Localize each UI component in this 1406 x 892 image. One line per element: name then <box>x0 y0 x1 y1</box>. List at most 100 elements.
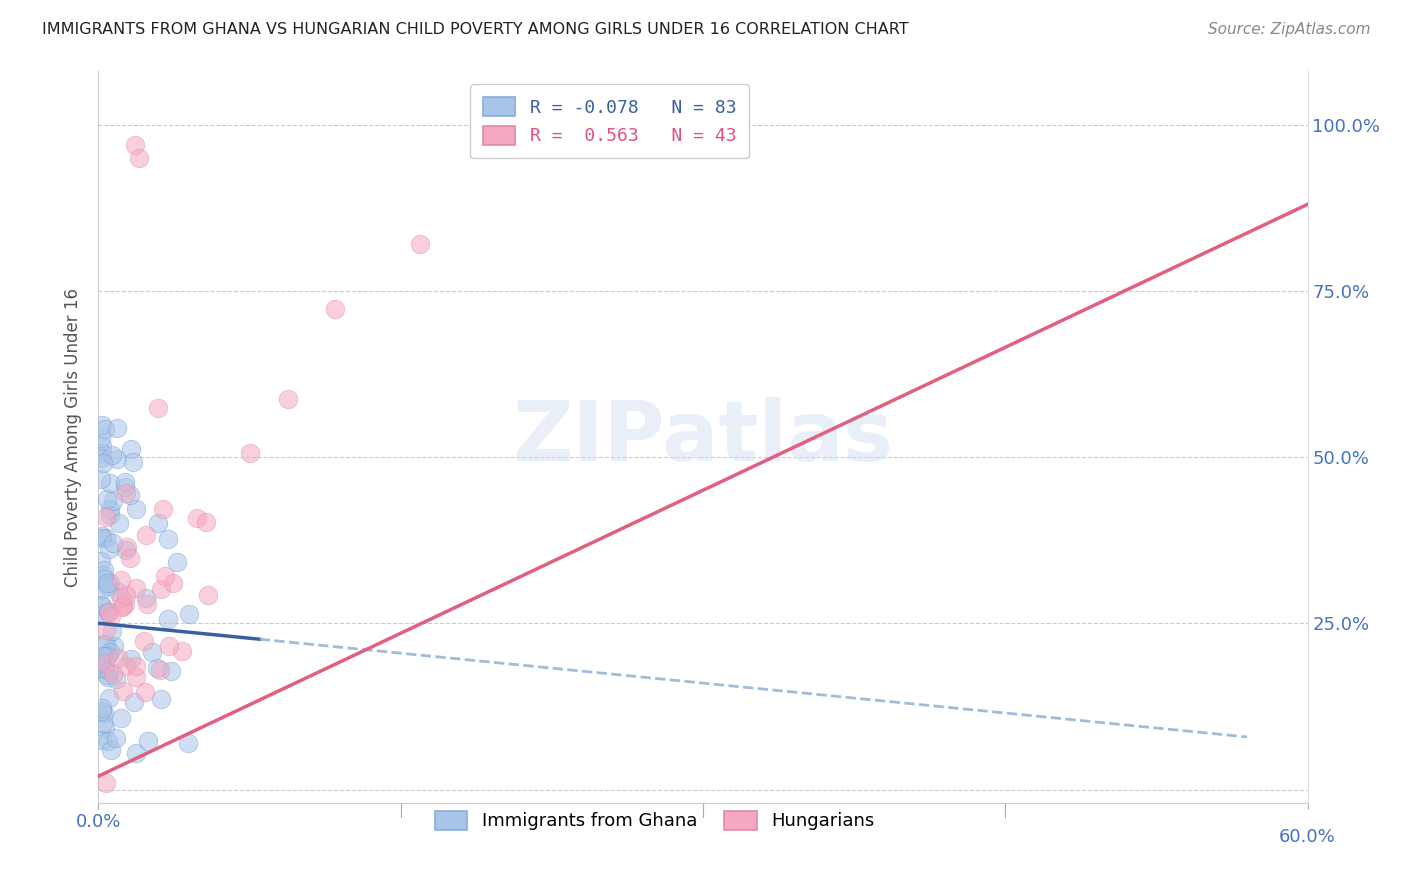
Point <box>132 634 155 648</box>
Point <box>103 667 125 681</box>
Point <box>98 541 121 556</box>
Point <box>125 746 148 760</box>
Point <box>91 446 114 460</box>
Point <box>239 446 262 460</box>
Point <box>98 575 121 590</box>
Point <box>94 422 117 436</box>
Point <box>124 137 146 152</box>
Point <box>97 605 120 619</box>
Point <box>177 736 200 750</box>
Point <box>101 448 124 462</box>
Point <box>120 488 142 502</box>
Point <box>124 581 146 595</box>
Point <box>125 659 148 673</box>
Point <box>156 533 179 547</box>
Point <box>114 597 136 611</box>
Point <box>94 722 117 736</box>
Point <box>93 572 115 586</box>
Point <box>91 701 114 715</box>
Point <box>141 645 163 659</box>
Point <box>135 597 157 611</box>
Point <box>93 706 115 720</box>
Point <box>96 576 118 591</box>
Text: ZIPatlas: ZIPatlas <box>513 397 893 477</box>
Point <box>166 556 188 570</box>
Point <box>111 599 134 613</box>
Point <box>91 732 114 747</box>
Point <box>105 451 128 466</box>
Point <box>125 501 148 516</box>
Point <box>94 510 117 524</box>
Point <box>152 502 174 516</box>
Point <box>100 743 122 757</box>
Point <box>98 691 121 706</box>
Point <box>114 486 136 500</box>
Point <box>91 661 114 675</box>
Point <box>91 529 114 543</box>
Point <box>128 151 150 165</box>
Point <box>97 605 120 619</box>
Point <box>100 624 122 638</box>
Point <box>94 606 117 620</box>
Point <box>146 516 169 531</box>
Point <box>146 661 169 675</box>
Point <box>195 515 218 529</box>
Point <box>94 776 117 790</box>
Point <box>111 683 134 698</box>
Point <box>91 531 114 545</box>
Point <box>120 652 142 666</box>
Point <box>90 704 112 718</box>
Point <box>91 715 114 730</box>
Point <box>91 417 114 432</box>
Point <box>409 237 432 252</box>
Point <box>91 567 114 582</box>
Text: Source: ZipAtlas.com: Source: ZipAtlas.com <box>1208 22 1371 37</box>
Point <box>110 711 132 725</box>
Point <box>94 656 117 670</box>
Point <box>98 645 121 659</box>
Point <box>172 644 194 658</box>
Point <box>97 733 120 747</box>
Point <box>122 455 145 469</box>
Point <box>93 659 115 673</box>
Legend: Immigrants from Ghana, Hungarians: Immigrants from Ghana, Hungarians <box>427 804 882 838</box>
Point <box>96 637 118 651</box>
Point <box>107 421 129 435</box>
Point <box>157 612 180 626</box>
Point <box>124 695 146 709</box>
Point <box>90 657 112 671</box>
Point <box>150 692 173 706</box>
Point <box>97 670 120 684</box>
Point <box>93 563 115 577</box>
Point <box>100 608 122 623</box>
Point <box>94 532 117 546</box>
Point <box>90 583 112 598</box>
Point <box>94 624 117 638</box>
Point <box>135 591 157 605</box>
Point <box>136 734 159 748</box>
Point <box>118 551 141 566</box>
Point <box>101 493 124 508</box>
Point <box>103 639 125 653</box>
Point <box>107 516 129 530</box>
Point <box>90 599 112 613</box>
Text: 60.0%: 60.0% <box>1279 829 1336 847</box>
Point <box>110 591 132 605</box>
Point <box>90 472 112 486</box>
Point <box>186 511 208 525</box>
Point <box>107 650 129 665</box>
Point <box>111 600 134 615</box>
Point <box>149 663 172 677</box>
Point <box>115 543 138 558</box>
Point <box>120 442 142 456</box>
Point <box>276 392 298 406</box>
Point <box>90 450 112 465</box>
Point <box>177 607 200 621</box>
Point <box>93 456 115 470</box>
Point <box>97 579 120 593</box>
Point <box>197 588 219 602</box>
Point <box>115 540 138 554</box>
Point <box>105 731 128 745</box>
Point <box>325 301 347 316</box>
Point <box>148 401 170 416</box>
